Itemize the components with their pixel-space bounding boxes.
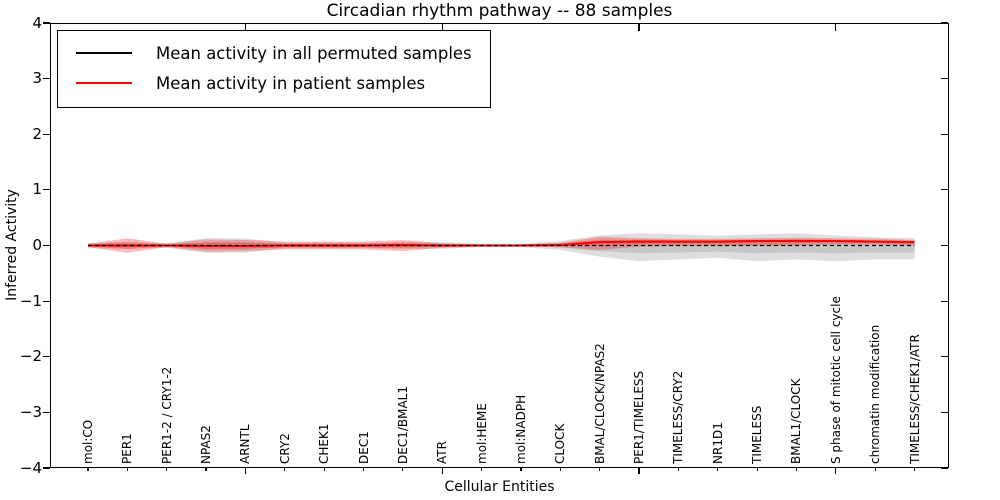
y-tick-label: −4 — [19, 458, 42, 477]
y-tick-label: 0 — [32, 236, 42, 254]
x-major-tick-bottom — [638, 467, 640, 474]
x-tick-mark-bottom — [402, 467, 404, 471]
legend-item-permuted: Mean activity in all permuted samples — [76, 38, 472, 68]
x-tick-mark-bottom — [559, 467, 561, 471]
x-tick-mark-bottom — [166, 467, 168, 471]
y-tick-mark-right — [941, 189, 948, 191]
x-major-tick-bottom — [835, 467, 837, 474]
x-major-tick-top — [441, 24, 443, 31]
y-tick-mark-right — [941, 133, 948, 135]
y-tick-mark-right — [941, 244, 948, 247]
x-axis-label: Cellular Entities — [444, 479, 555, 495]
x-tick-mark-bottom — [599, 467, 601, 471]
y-tick-mark-left — [43, 22, 50, 24]
x-tick-mark-bottom — [874, 467, 876, 471]
y-tick-mark-right — [941, 300, 948, 302]
y-tick-label: 3 — [32, 69, 42, 88]
y-tick-mark-left — [43, 78, 50, 80]
legend-label-permuted: Mean activity in all permuted samples — [156, 43, 472, 63]
x-major-tick-bottom — [244, 467, 247, 474]
x-tick-mark-bottom — [756, 467, 758, 471]
x-tick-mark-bottom — [323, 467, 325, 471]
x-major-tick-bottom — [441, 467, 443, 474]
x-tick-mark-bottom — [205, 467, 207, 471]
x-tick-mark-bottom — [520, 467, 522, 471]
permuted-range-band — [88, 233, 915, 262]
x-tick-mark-bottom — [126, 467, 128, 471]
chart-canvas — [88, 233, 915, 262]
y-tick-label: −1 — [19, 291, 42, 310]
x-tick-mark-bottom — [717, 467, 719, 471]
x-major-tick-top — [835, 24, 837, 31]
legend-item-patient: Mean activity in patient samples — [76, 68, 472, 98]
x-tick-mark-bottom — [913, 467, 916, 471]
legend: Mean activity in all permuted samples Me… — [57, 30, 491, 108]
y-tick-mark-right — [941, 22, 948, 24]
permuted-line-sample — [76, 52, 132, 54]
y-tick-mark-left — [43, 300, 50, 302]
x-tick-mark-bottom — [284, 467, 286, 471]
y-tick-mark-left — [43, 356, 50, 358]
x-tick-mark-bottom — [362, 467, 365, 471]
y-tick-label: 1 — [32, 180, 42, 199]
y-tick-label: −2 — [19, 347, 42, 366]
x-tick-mark-bottom — [481, 467, 483, 471]
y-tick-mark-left — [43, 411, 50, 413]
x-tick-mark-bottom — [87, 467, 89, 471]
x-major-tick-top — [244, 24, 247, 31]
x-tick-mark-bottom — [677, 467, 679, 471]
y-tick-mark-left — [43, 467, 50, 469]
x-major-tick-top — [638, 24, 640, 31]
patient-line-sample — [76, 82, 132, 84]
legend-label-patient: Mean activity in patient samples — [156, 73, 426, 93]
y-tick-mark-right — [941, 356, 948, 358]
chart-title: Circadian rhythm pathway -- 88 samples — [326, 1, 673, 21]
y-tick-mark-right — [941, 467, 948, 469]
y-tick-mark-left — [43, 189, 50, 191]
x-tick-mark-bottom — [795, 467, 798, 471]
y-tick-mark-right — [941, 78, 948, 80]
y-tick-mark-left — [43, 133, 50, 135]
y-tick-label: −3 — [19, 402, 42, 421]
y-tick-label: 2 — [32, 124, 42, 143]
y-tick-mark-left — [43, 244, 50, 247]
y-tick-mark-right — [941, 411, 948, 413]
y-tick-label: 4 — [32, 13, 42, 32]
